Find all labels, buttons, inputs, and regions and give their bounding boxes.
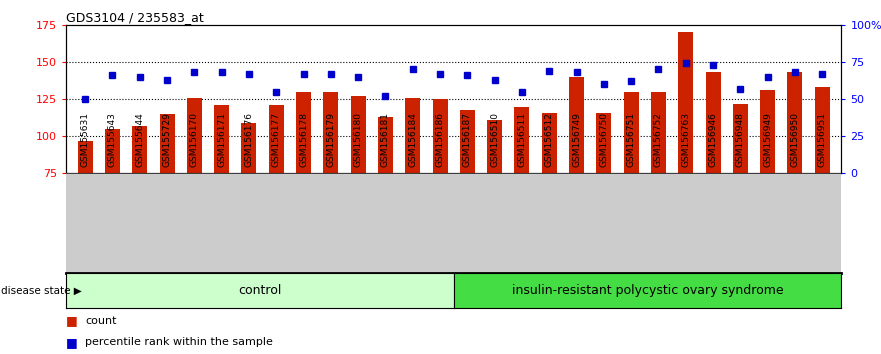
Bar [596, 113, 611, 173]
Text: insulin-resistant polycystic ovary syndrome: insulin-resistant polycystic ovary syndr… [512, 284, 783, 297]
Bar [78, 141, 93, 173]
Bar [269, 105, 284, 173]
Bar [241, 123, 256, 173]
Bar [405, 98, 420, 173]
Bar [433, 99, 448, 173]
Bar [760, 90, 775, 173]
Text: ■: ■ [66, 336, 78, 349]
Bar [733, 104, 748, 173]
Bar [187, 98, 202, 173]
Bar [323, 92, 338, 173]
Bar [214, 105, 229, 173]
Bar [815, 87, 830, 173]
Bar [105, 129, 120, 173]
Text: disease state ▶: disease state ▶ [1, 285, 82, 295]
Bar [569, 77, 584, 173]
Bar [132, 126, 147, 173]
Bar [378, 117, 393, 173]
Text: GDS3104 / 235583_at: GDS3104 / 235583_at [66, 11, 204, 24]
Text: ■: ■ [66, 314, 78, 327]
Bar [624, 92, 639, 173]
Bar [351, 96, 366, 173]
Text: percentile rank within the sample: percentile rank within the sample [85, 337, 273, 348]
Text: control: control [238, 284, 282, 297]
Text: count: count [85, 316, 117, 326]
Bar [460, 109, 475, 173]
Bar [678, 32, 693, 173]
Bar [651, 92, 666, 173]
Bar [515, 107, 529, 173]
Bar [159, 114, 174, 173]
Bar [788, 72, 803, 173]
Bar [487, 120, 502, 173]
Bar [706, 72, 721, 173]
Bar [542, 113, 557, 173]
Bar [296, 92, 311, 173]
